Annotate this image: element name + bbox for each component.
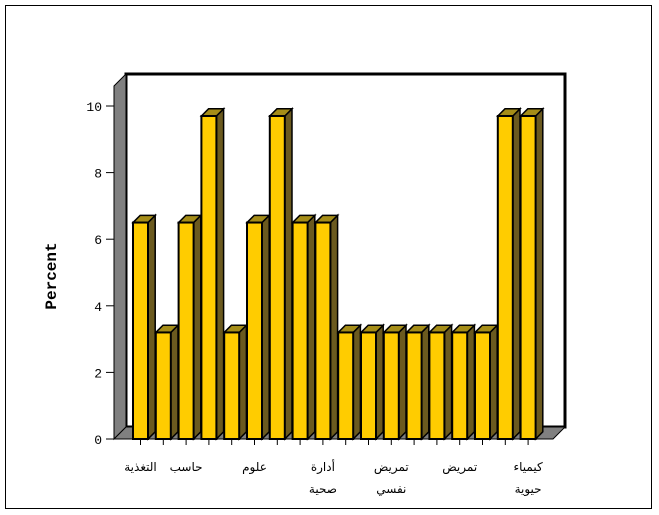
bar-4 (199, 106, 226, 441)
y-tick-label: 0 (94, 433, 102, 448)
bar-5 (222, 323, 249, 441)
bar-11 (359, 323, 386, 441)
y-tick-label: 2 (94, 366, 102, 381)
bar-1 (131, 213, 158, 441)
bar-10 (336, 323, 363, 441)
plot-side-wall (113, 72, 127, 441)
x-tick-label: التغذية (124, 460, 156, 474)
x-tick-label: تمريض (374, 460, 409, 475)
y-tick-label: 6 (94, 233, 102, 248)
bar-12 (381, 323, 408, 441)
bar-chart: 0 2 4 6 8 10 التغذية حاسب علوم أدارة صحية تمريض نفسي… (43, 72, 567, 497)
bar-18 (518, 106, 545, 441)
x-tick-label: أدارة (311, 459, 335, 475)
bar-2 (153, 323, 180, 441)
bar-7 (267, 106, 294, 441)
x-tick-label: نفسي (376, 482, 406, 496)
bar-8 (290, 213, 317, 441)
bar-9 (313, 213, 340, 441)
y-tick-label: 10 (86, 100, 102, 115)
x-tick-label: حيوية (515, 482, 542, 497)
chart-frame: 0 2 4 6 8 10 التغذية حاسب علوم أدارة صحية تمريض نفسي… (5, 5, 652, 509)
bar-13 (404, 323, 431, 441)
y-tick-label: 8 (94, 167, 102, 182)
x-tick-label: كيمياء (513, 460, 542, 474)
x-tick-label: تمريض (442, 460, 477, 475)
x-tick-label: علوم (242, 460, 267, 475)
bar-15 (450, 323, 477, 441)
bar-16 (473, 323, 500, 441)
bar-17 (495, 106, 522, 441)
y-axis-title: Percent (43, 242, 61, 309)
x-tick-label: صحية (309, 482, 337, 496)
bar-14 (427, 323, 454, 441)
bar-3 (176, 213, 203, 441)
bar-6 (245, 213, 272, 441)
x-tick-label: حاسب (170, 460, 203, 474)
y-tick-label: 4 (94, 300, 102, 315)
